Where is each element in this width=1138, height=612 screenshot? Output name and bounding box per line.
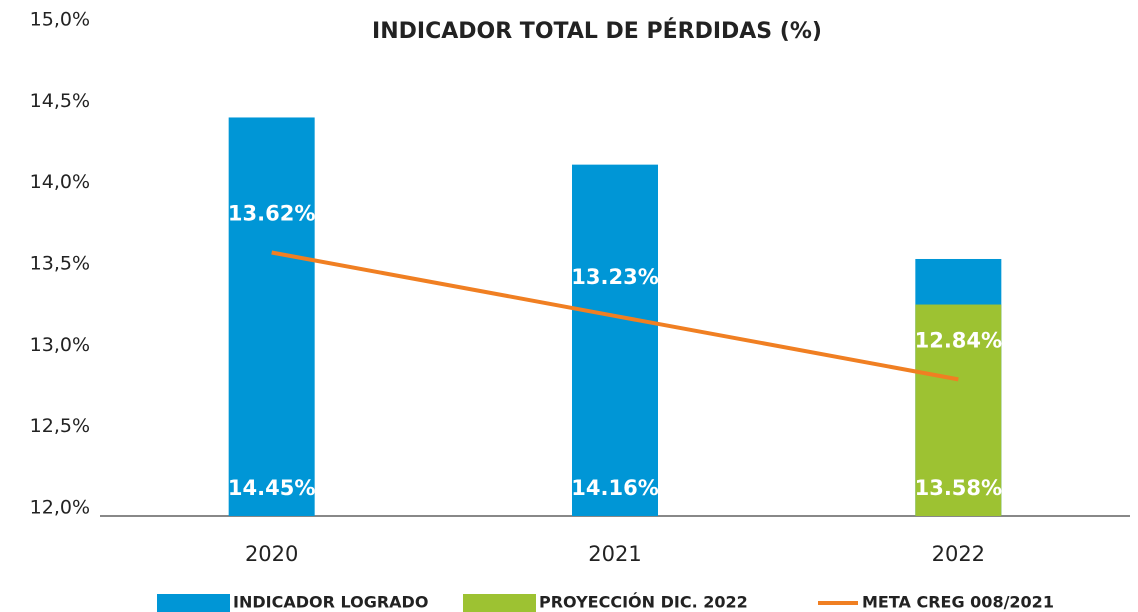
y-tick-label: 14,0% [30, 171, 90, 193]
data-label: 13.23% [571, 265, 658, 289]
chart-title: INDICADOR TOTAL DE PÉRDIDAS (%) [372, 18, 822, 44]
data-label: 14.45% [228, 476, 315, 500]
data-label: 12.84% [915, 328, 1002, 352]
y-tick-label: 12,0% [30, 497, 90, 519]
legend-label: META CREG 008/2021 [862, 593, 1054, 612]
legend-swatch [463, 594, 536, 612]
data-label: 13.58% [915, 476, 1002, 500]
x-tick-label: 2020 [245, 542, 298, 566]
data-label: 13.62% [228, 201, 315, 225]
y-tick-label: 14,5% [30, 90, 90, 112]
legend-label: INDICADOR LOGRADO [233, 593, 428, 612]
x-tick-label: 2021 [588, 542, 641, 566]
bar [915, 304, 1002, 516]
legend-swatch [157, 594, 230, 612]
legend-label: PROYECCIÓN DIC. 2022 [539, 593, 748, 612]
bar [228, 117, 315, 516]
y-tick-label: 13,0% [30, 334, 90, 356]
line [271, 250, 959, 382]
y-tick-label: 13,5% [30, 253, 90, 275]
x-tick-label: 2022 [932, 542, 985, 566]
bar [572, 164, 658, 516]
y-tick-label: 12,5% [30, 415, 90, 437]
data-label: 14.16% [571, 476, 658, 500]
y-tick-label: 15,0% [30, 9, 90, 31]
